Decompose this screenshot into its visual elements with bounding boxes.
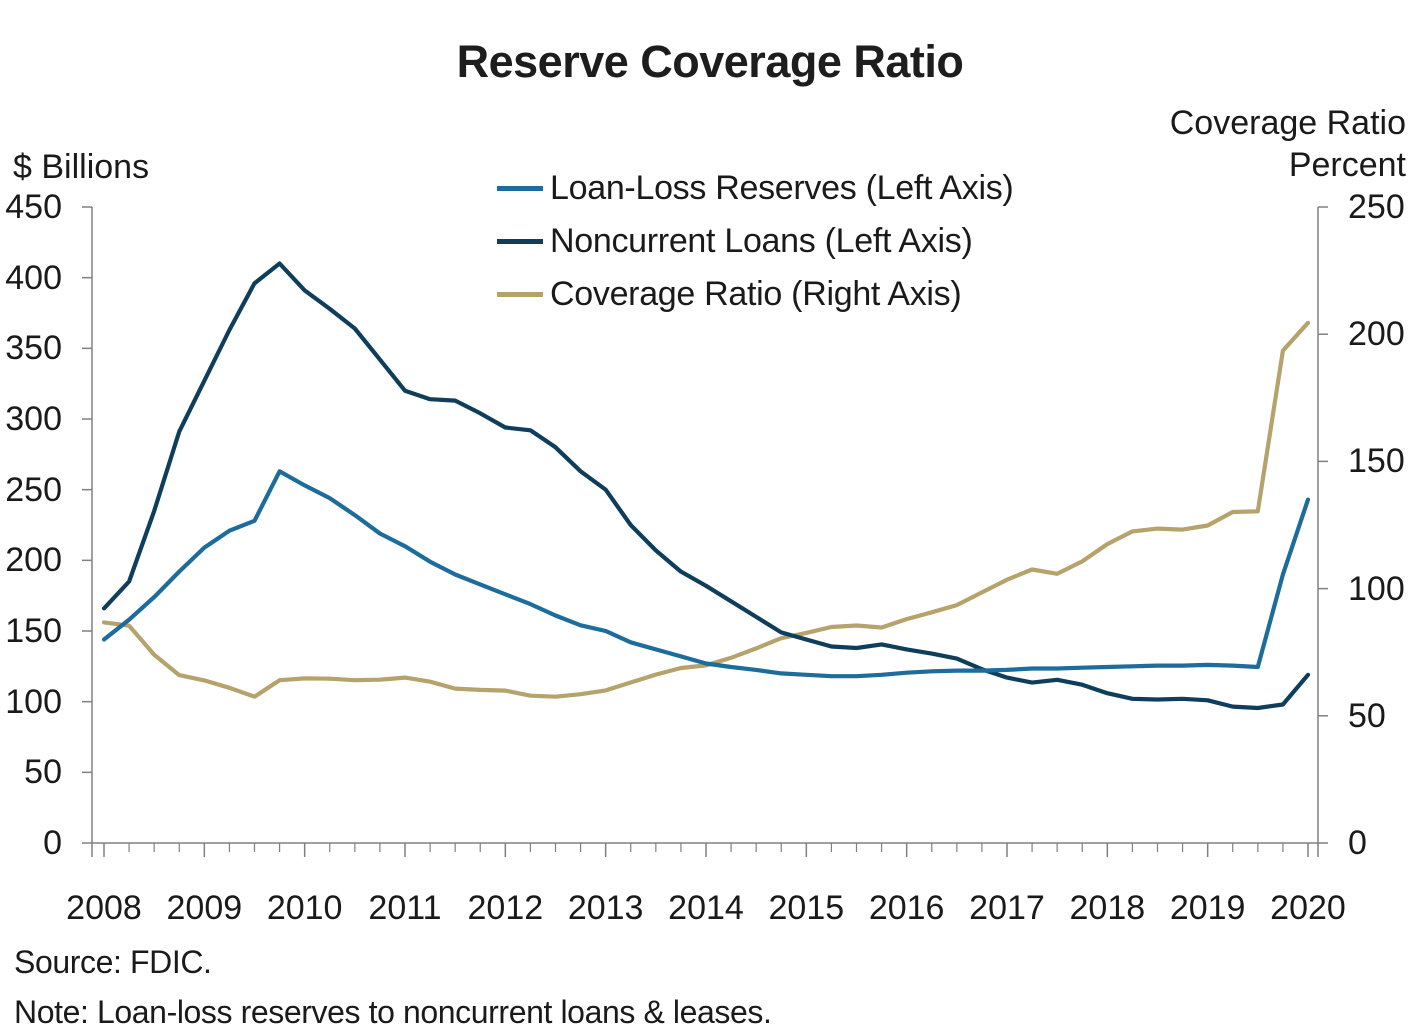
legend-swatch-icon [497,238,543,244]
x-axis-year-label: 2011 [368,889,442,927]
legend: Loan-Loss Reserves (Left Axis) Noncurrent… [497,168,1014,329]
right-axis-unit-label-line2: Percent [1288,146,1406,184]
legend-label: Loan-Loss Reserves (Left Axis) [550,168,1014,207]
right-axis-unit-label-line1: Coverage Ratio [1169,104,1406,142]
x-axis-year-label: 2009 [166,889,243,927]
note-text: Note: Loan-loss reserves to noncurrent l… [14,994,772,1029]
legend-item-1: Noncurrent Loans (Left Axis) [497,221,1013,260]
right-axis-tick-label: 200 [1348,315,1405,354]
right-axis-tick-label: 150 [1348,442,1405,481]
source-text: Source: FDIC. [14,944,212,980]
series-line-noncurrent-loans [101,261,1311,711]
legend-item-2: Coverage Ratio (Right Axis) [497,274,1013,313]
x-axis-year-label: 2010 [266,889,343,927]
x-axis-year-label: 2019 [1169,889,1246,927]
legend-swatch-icon [497,185,543,191]
left-axis-unit-label: $ Billions [13,148,150,186]
left-axis-tick-label: 150 [5,612,62,650]
right-axis-tick-label: 100 [1348,569,1405,608]
series-line-coverage-ratio [101,320,1311,699]
x-axis-year-label: 2013 [567,889,644,927]
left-axis-tick-label: 200 [5,541,62,580]
chart-title: Reserve Coverage Ratio [456,36,964,87]
left-axis-tick-label: 50 [24,753,62,792]
right-axis-tick-label: 0 [1348,824,1367,862]
legend-label: Noncurrent Loans (Left Axis) [550,221,973,260]
x-axis-year-label: 2008 [66,889,142,927]
legend-item-0: Loan-Loss Reserves (Left Axis) [497,168,1014,207]
legend-label: Coverage Ratio (Right Axis) [550,274,962,313]
right-axis-tick-label: 250 [1348,188,1405,226]
x-axis-year-label: 2015 [768,889,845,927]
left-axis-tick-label: 350 [5,329,62,368]
left-axis-tick-label: 450 [5,188,62,226]
left-axis-tick-label: 100 [5,682,62,721]
x-axis-year-label: 2016 [868,889,945,927]
x-axis-year-label: 2012 [467,889,544,927]
x-axis-year-label: 2014 [668,889,744,927]
left-axis-tick-label: 0 [43,824,62,862]
x-axis-year-label: 2017 [969,889,1045,927]
left-axis-tick-label: 400 [5,258,62,297]
x-axis-year-label: 2020 [1270,889,1346,927]
right-axis-tick-label: 50 [1348,696,1386,735]
x-axis-year-label: 2018 [1069,889,1146,927]
left-axis-tick-label: 250 [5,470,62,509]
series-line-loan-loss-reserves [101,469,1311,679]
left-axis-tick-label: 300 [5,400,62,438]
legend-swatch-icon [497,291,543,297]
